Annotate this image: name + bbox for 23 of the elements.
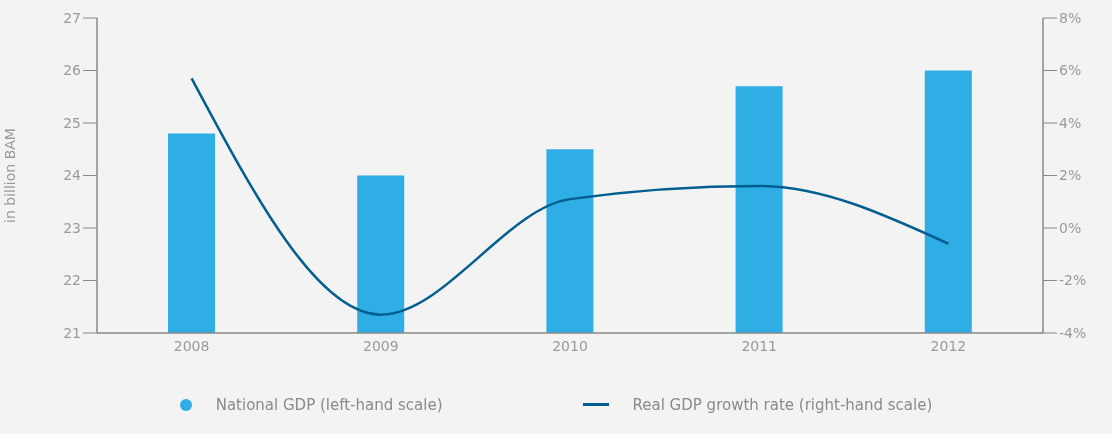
y2-tick-label: 4% xyxy=(1059,114,1082,131)
legend-label: National GDP (left-hand scale) xyxy=(215,396,443,414)
y2-tick-label: 6% xyxy=(1059,62,1082,79)
y-tick-label: 22 xyxy=(63,272,81,289)
x-tick-label: 2010 xyxy=(552,337,588,354)
y-tick-label: 23 xyxy=(63,219,81,236)
y-tick-label: 26 xyxy=(63,62,82,79)
y-axis-title: in billion BAM xyxy=(1,128,18,223)
x-tick-label: 2008 xyxy=(173,337,210,354)
x-tick-label: 2009 xyxy=(362,337,399,354)
y-tick-label: 25 xyxy=(63,114,81,131)
y2-tick-label: 0% xyxy=(1059,219,1082,236)
y2-tick-label: -4% xyxy=(1059,324,1087,341)
x-tick-label: 2012 xyxy=(930,337,967,354)
y-tick-label: 27 xyxy=(63,9,81,26)
legend-label: Real GDP growth rate (right-hand scale) xyxy=(632,396,933,414)
y2-tick-label: 8% xyxy=(1059,9,1082,26)
y-tick-label: 21 xyxy=(63,324,81,341)
y-tick-label: 24 xyxy=(63,167,82,184)
y2-tick-label: 2% xyxy=(1059,167,1082,184)
y2-tick-label: -2% xyxy=(1059,272,1087,289)
line-series xyxy=(190,77,950,316)
x-tick-label: 2011 xyxy=(741,337,778,354)
